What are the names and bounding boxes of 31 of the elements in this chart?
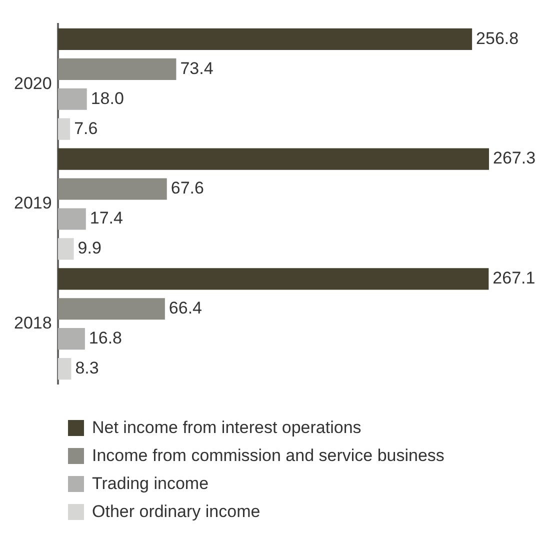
y-tick-label: 2019	[14, 194, 52, 213]
data-label: 73.4	[180, 58, 214, 78]
y-tick-label: 2018	[14, 314, 52, 333]
data-label: 8.3	[75, 358, 99, 378]
bar	[58, 178, 167, 200]
data-label: 267.1	[492, 268, 536, 288]
bar	[58, 28, 472, 50]
legend-label: Income from commission and service business	[92, 446, 444, 466]
bar	[58, 58, 176, 80]
data-label: 67.6	[170, 178, 204, 198]
data-label: 18.0	[90, 88, 124, 108]
bar	[58, 328, 85, 350]
bar	[58, 268, 489, 290]
bar	[58, 358, 72, 380]
bar	[58, 88, 87, 110]
data-label: 17.4	[90, 208, 123, 228]
bar	[58, 118, 70, 140]
data-label: 256.8	[476, 28, 519, 48]
legend-label: Other ordinary income	[92, 502, 260, 522]
data-label: 9.9	[78, 238, 102, 258]
data-label: 7.6	[74, 118, 98, 138]
legend-label: Trading income	[92, 474, 209, 494]
data-label: 267.3	[493, 148, 536, 168]
bar	[58, 208, 86, 230]
bar	[58, 148, 489, 170]
bar	[58, 298, 165, 320]
legend-label: Net income from interest operations	[92, 418, 362, 438]
data-label: 66.4	[168, 298, 202, 318]
bar	[58, 238, 74, 260]
data-label: 16.8	[88, 328, 122, 348]
y-tick-label: 2020	[14, 74, 52, 93]
